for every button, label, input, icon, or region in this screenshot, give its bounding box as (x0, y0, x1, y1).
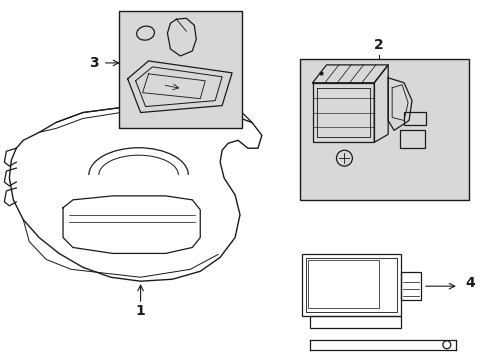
Text: 3: 3 (89, 56, 99, 70)
Text: 4: 4 (465, 276, 474, 290)
Text: 2: 2 (374, 38, 383, 52)
Bar (119, 11, 242, 129)
Bar (400, 272, 420, 300)
Bar (307, 260, 379, 308)
Bar (299, 59, 468, 200)
Bar (403, 112, 425, 125)
Bar (309, 316, 400, 328)
Bar (399, 130, 424, 148)
Bar (301, 255, 400, 316)
Bar (305, 258, 396, 312)
Text: 1: 1 (136, 304, 145, 318)
